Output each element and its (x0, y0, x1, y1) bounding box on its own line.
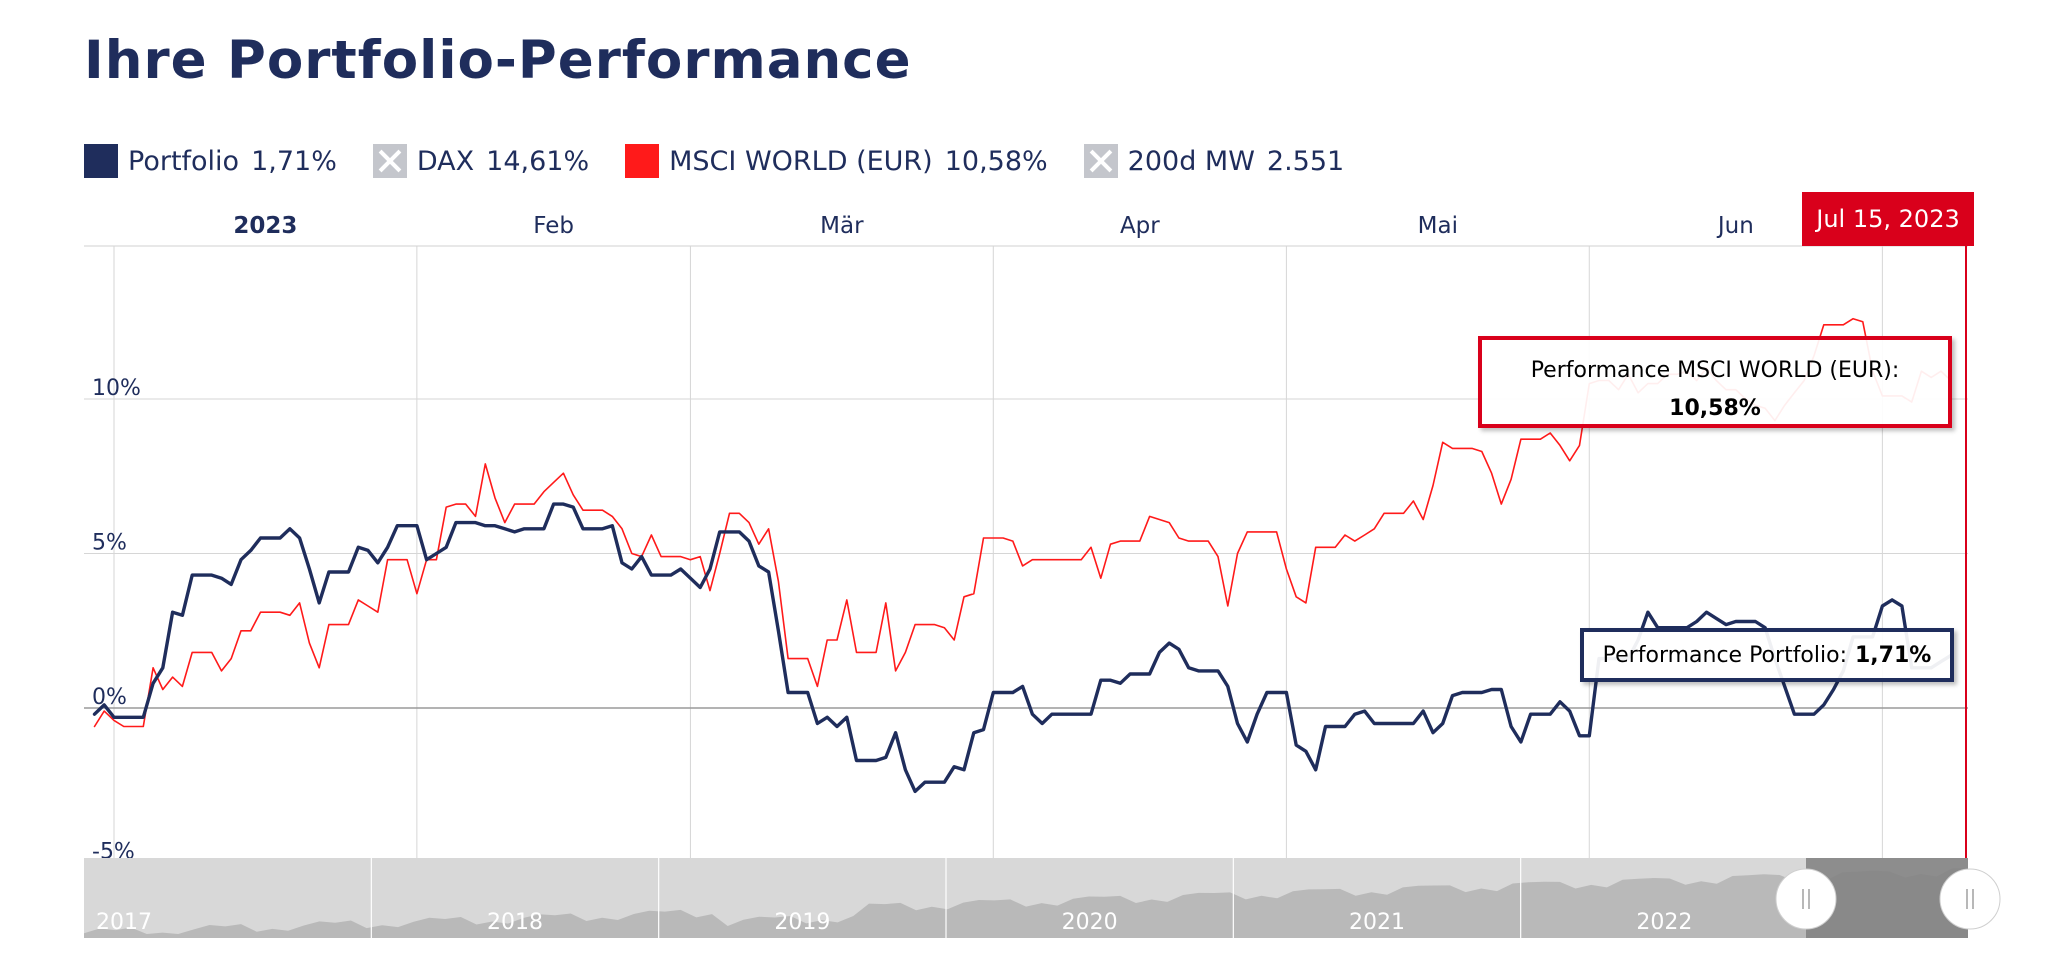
navigator-year-label: 2022 (1636, 910, 1692, 935)
tooltip-msci-value: 10,58% (1669, 396, 1761, 421)
navigator-area (84, 868, 1968, 938)
crosshair-date-label: Jul 15, 2023 (1802, 192, 1974, 246)
tooltip-portfolio-label: Performance Portfolio: (1602, 642, 1847, 668)
x-tick-label: Mär (820, 213, 864, 239)
navigator-year-label: 2020 (1062, 910, 1118, 935)
legend-item-msci[interactable]: MSCI WORLD (EUR) 10,58% (625, 144, 1048, 178)
x-tick-label: Jun (1716, 213, 1754, 239)
legend-value-dax: 14,61% (486, 145, 590, 177)
y-tick-label: 10% (92, 376, 141, 401)
legend-item-portfolio[interactable]: Portfolio 1,71% (84, 144, 337, 178)
chart-legend: Portfolio 1,71% DAX 14,61% MSCI WORLD (E… (84, 143, 1380, 179)
x-tick-label: Apr (1120, 213, 1160, 239)
tooltip-portfolio: Performance Portfolio: 1,71% (1580, 628, 1954, 682)
legend-label-portfolio: Portfolio (128, 145, 240, 177)
page-title: Ihre Portfolio-Performance (84, 30, 912, 91)
navigator-handle-left-icon[interactable] (1775, 868, 1837, 930)
legend-toggle-off-icon (1083, 144, 1118, 178)
legend-label-msci: MSCI WORLD (EUR) (669, 145, 933, 177)
legend-toggle-off-icon (372, 144, 407, 178)
legend-label-200d: 200d MW (1127, 145, 1255, 177)
navigator-year-label: 2021 (1349, 910, 1405, 935)
x-tick-label: Mai (1418, 213, 1458, 239)
tooltip-portfolio-value: 1,71% (1855, 642, 1932, 668)
legend-swatch-portfolio (84, 144, 118, 178)
legend-value-200d: 2.551 (1266, 145, 1345, 177)
x-tick-label: Feb (533, 213, 574, 239)
y-tick-label: 5% (92, 531, 127, 556)
navigator-year-label: 2019 (774, 910, 830, 935)
navigator-year-label: 2017 (96, 910, 152, 935)
legend-item-dax[interactable]: DAX 14,61% (372, 144, 590, 178)
legend-swatch-msci (625, 144, 660, 178)
navigator-handle-right-icon[interactable] (1939, 868, 2001, 930)
y-tick-label: 0% (92, 685, 127, 710)
navigator-year-label: 2018 (487, 910, 543, 935)
legend-value-portfolio: 1,71% (251, 145, 337, 177)
x-tick-label: 2023 (233, 213, 297, 239)
legend-item-200d[interactable]: 200d MW 2.551 (1083, 144, 1345, 178)
legend-value-msci: 10,58% (944, 145, 1048, 177)
tooltip-msci-label: Performance MSCI WORLD (EUR): (1530, 358, 1900, 383)
tooltip-msci: Performance MSCI WORLD (EUR): 10,58% (1478, 336, 1952, 428)
legend-label-dax: DAX (416, 145, 475, 177)
